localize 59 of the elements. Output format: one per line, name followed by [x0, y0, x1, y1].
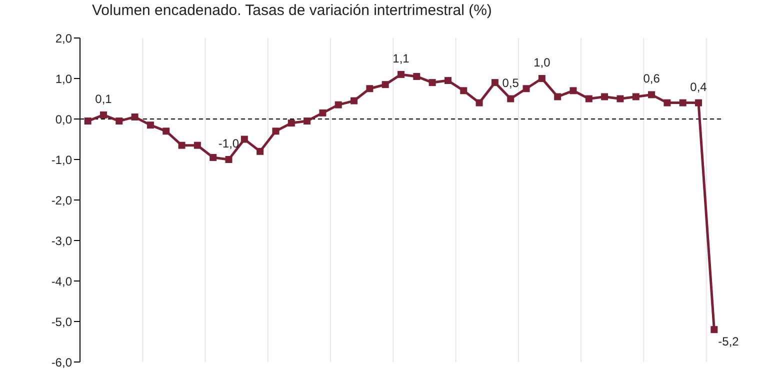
- point: [350, 97, 358, 104]
- point: [334, 101, 342, 108]
- point: [84, 118, 92, 125]
- point: [146, 122, 154, 129]
- point: [210, 154, 217, 161]
- point: [240, 136, 248, 143]
- point: [162, 128, 170, 135]
- data-label: 1,0: [534, 56, 551, 70]
- point: [507, 95, 514, 102]
- point: [194, 142, 201, 149]
- point: [585, 95, 592, 102]
- y-tick-label: -1,0: [51, 152, 72, 167]
- point: [116, 118, 123, 125]
- point: [570, 87, 577, 94]
- point: [554, 93, 562, 100]
- y-tick-label: -2,0: [51, 193, 72, 208]
- point: [382, 81, 389, 88]
- point: [178, 142, 186, 149]
- point: [428, 79, 436, 86]
- point: [100, 111, 107, 118]
- point: [491, 79, 498, 86]
- chart-title: Volumen encadenado. Tasas de variación intertrimestral (%): [92, 2, 492, 19]
- y-tick-label: -5,0: [51, 314, 72, 329]
- point: [444, 77, 452, 84]
- point: [695, 99, 702, 106]
- data-label: 0,6: [643, 72, 660, 86]
- point: [319, 109, 326, 116]
- point: [304, 118, 311, 125]
- point: [413, 72, 420, 80]
- data-label: 0,4: [690, 80, 708, 94]
- point: [476, 99, 483, 106]
- point: [366, 85, 374, 92]
- point: [648, 91, 656, 98]
- y-tick-label: 0,0: [55, 112, 72, 126]
- point: [131, 113, 138, 120]
- data-label: 0,1: [95, 92, 112, 106]
- point: [288, 120, 295, 127]
- y-tick-label: 1,0: [55, 72, 72, 86]
- point: [632, 93, 640, 100]
- y-tick-label: -6,0: [51, 355, 72, 370]
- y-tick-label: -4,0: [51, 274, 72, 288]
- point: [272, 128, 280, 135]
- data-label: 0,5: [502, 76, 520, 90]
- point: [460, 87, 468, 94]
- point: [256, 148, 264, 155]
- point: [225, 156, 232, 163]
- point: [710, 326, 718, 334]
- data-label: -1,0: [218, 136, 240, 150]
- point: [398, 70, 404, 78]
- data-label: -5,2: [718, 334, 740, 349]
- point: [522, 85, 530, 92]
- point: [616, 95, 624, 102]
- point: [679, 99, 686, 106]
- data-label: 1,1: [392, 51, 410, 66]
- y-tick-label: 2,0: [55, 31, 72, 46]
- point: [601, 93, 608, 100]
- y-tick-label: -3,0: [51, 234, 72, 248]
- point: [664, 99, 671, 106]
- point: [538, 75, 546, 82]
